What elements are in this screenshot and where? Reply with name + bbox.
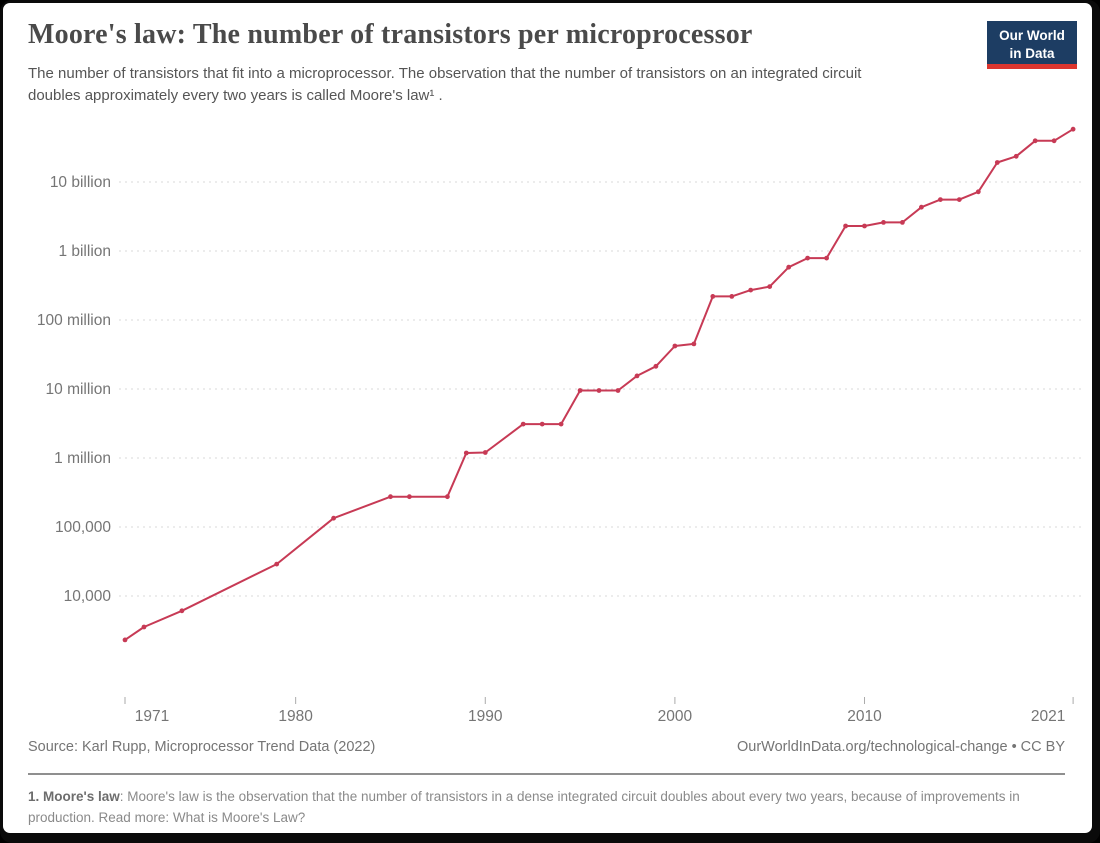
data-point xyxy=(274,561,280,567)
x-tick-label: 1990 xyxy=(468,708,503,725)
data-point xyxy=(767,284,773,289)
y-tick-label: 100 million xyxy=(37,312,111,329)
data-point xyxy=(577,388,583,393)
chart-subtitle: The number of transistors that fit into … xyxy=(28,65,862,104)
y-tick-label: 1 million xyxy=(54,450,111,467)
trend-line xyxy=(124,128,1075,641)
footnote: 1. Moore's law: Moore's law is the obser… xyxy=(28,787,1062,829)
data-point xyxy=(919,204,924,210)
data-point xyxy=(482,450,488,455)
moores-law-line-chart: 10 billion 1 billion 100 million 10 million… xyxy=(37,126,1081,725)
data-point xyxy=(463,450,469,456)
data-point xyxy=(938,197,943,203)
data-point xyxy=(539,421,545,427)
y-tick-label: 1 billion xyxy=(58,243,111,260)
data-point xyxy=(805,255,810,261)
source-label: Source: Karl Rupp, Microprocessor Trend … xyxy=(28,739,376,755)
data-point xyxy=(141,624,147,630)
source-row: Source: Karl Rupp, Microprocessor Trend … xyxy=(28,739,1065,755)
data-point xyxy=(994,160,1000,165)
data-point xyxy=(881,220,886,225)
x-tick-label: 2021 xyxy=(1031,708,1065,725)
data-point xyxy=(975,189,981,195)
owid-logo-red-bar xyxy=(987,64,1077,69)
data-point xyxy=(710,294,716,299)
data-point xyxy=(843,223,848,229)
x-tick-label: 2000 xyxy=(658,708,693,725)
data-point xyxy=(179,608,185,614)
data-point xyxy=(729,294,735,299)
page-title: Moore's law: The number of transistors p… xyxy=(28,19,753,50)
data-point xyxy=(388,494,393,500)
data-point xyxy=(615,388,621,393)
data-point xyxy=(407,494,412,500)
data-point xyxy=(520,421,526,427)
data-point xyxy=(596,388,602,393)
data-point xyxy=(634,373,640,379)
data-point xyxy=(1070,126,1076,132)
y-tick-label: 10 billion xyxy=(50,174,111,191)
data-point xyxy=(956,197,962,203)
x-tick-label: 2010 xyxy=(847,708,882,725)
data-point xyxy=(122,637,128,643)
data-point xyxy=(862,223,867,229)
footnote-text: : Moore's law is the observation that th… xyxy=(28,789,1020,825)
data-point xyxy=(900,220,905,225)
y-tick-label: 10 million xyxy=(46,381,111,398)
data-point xyxy=(672,343,678,349)
x-tick-label: 1980 xyxy=(278,708,313,725)
footer-divider xyxy=(28,773,1065,775)
owid-logo[interactable]: Our World in Data xyxy=(987,21,1077,69)
data-point xyxy=(748,287,754,293)
chart-canvas: Moore's law: The number of transistors p… xyxy=(3,3,1092,833)
footnote-label: 1. Moore's law xyxy=(28,789,120,804)
y-tick-label: 10,000 xyxy=(64,588,112,605)
data-point xyxy=(558,421,564,427)
data-point xyxy=(653,363,659,369)
footnote-link[interactable]: What is Moore's Law? xyxy=(172,809,306,825)
data-point xyxy=(445,494,450,500)
data-point xyxy=(1013,153,1019,159)
owid-logo-text: Our World in Data xyxy=(999,28,1065,61)
x-tick-label: 1971 xyxy=(135,708,169,725)
credit-link[interactable]: OurWorldInData.org/technological-change … xyxy=(737,739,1065,755)
data-point xyxy=(331,515,336,521)
data-point xyxy=(1051,138,1057,144)
y-tick-label: 100,000 xyxy=(55,519,111,536)
data-point xyxy=(691,341,697,347)
data-point xyxy=(786,264,792,270)
data-point xyxy=(1032,138,1038,144)
data-point xyxy=(824,255,829,261)
